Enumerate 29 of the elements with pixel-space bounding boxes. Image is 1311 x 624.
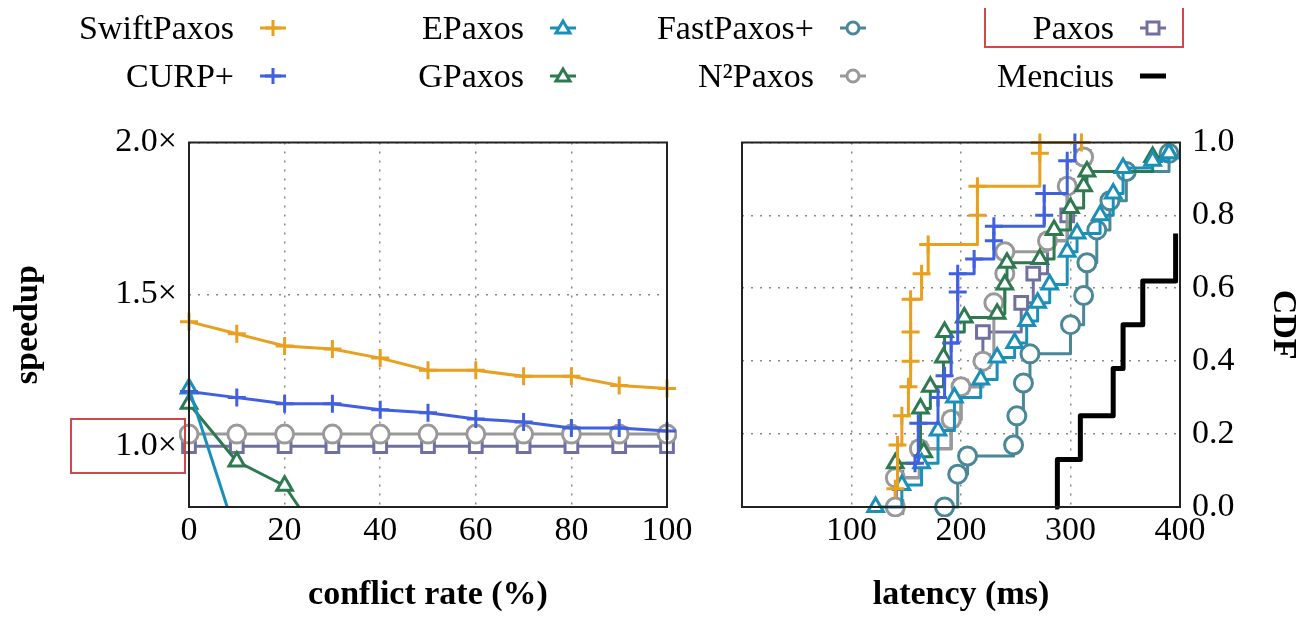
x-tick-label: 100 (826, 510, 877, 548)
x-axis-title: conflict rate (%) (308, 574, 548, 613)
x-axis-title: latency (ms) (872, 574, 1050, 613)
x-tick-label: 300 (1045, 510, 1096, 548)
x-tick-label: 0 (180, 510, 198, 548)
legend-label: N²Paxos (698, 57, 814, 95)
legend-label: EPaxos (422, 9, 524, 47)
y-tick-label: 0.2 (1192, 413, 1235, 450)
y-tick-label: 1.5× (115, 273, 177, 311)
legend-label: Paxos (1032, 9, 1114, 47)
legend-label: FastPaxos+ (656, 9, 814, 47)
x-tick-label: 80 (554, 510, 589, 548)
y-axis-title: speedup (7, 265, 45, 385)
x-tick-label: 20 (267, 510, 302, 548)
y-tick-label: 0.8 (1192, 194, 1235, 232)
x-tick-label: 40 (363, 510, 398, 548)
legend-label: CURP+ (126, 57, 234, 95)
x-tick-label: 60 (458, 510, 493, 548)
y-axis-title: CDF (1266, 289, 1304, 360)
y-tick-label: 1.0× (115, 425, 177, 463)
y-tick-label: 2.0× (115, 121, 177, 159)
y-tick-label: 0.4 (1192, 340, 1235, 378)
y-tick-label: 0.6 (1192, 267, 1235, 305)
x-tick-label: 200 (935, 510, 987, 548)
legend-label: SwiftPaxos (79, 9, 234, 47)
legend-label: Mencius (996, 57, 1114, 95)
legend-label: GPaxos (418, 57, 524, 95)
y-tick-label: 1.0 (1192, 121, 1235, 159)
x-tick-label: 100 (641, 510, 693, 548)
